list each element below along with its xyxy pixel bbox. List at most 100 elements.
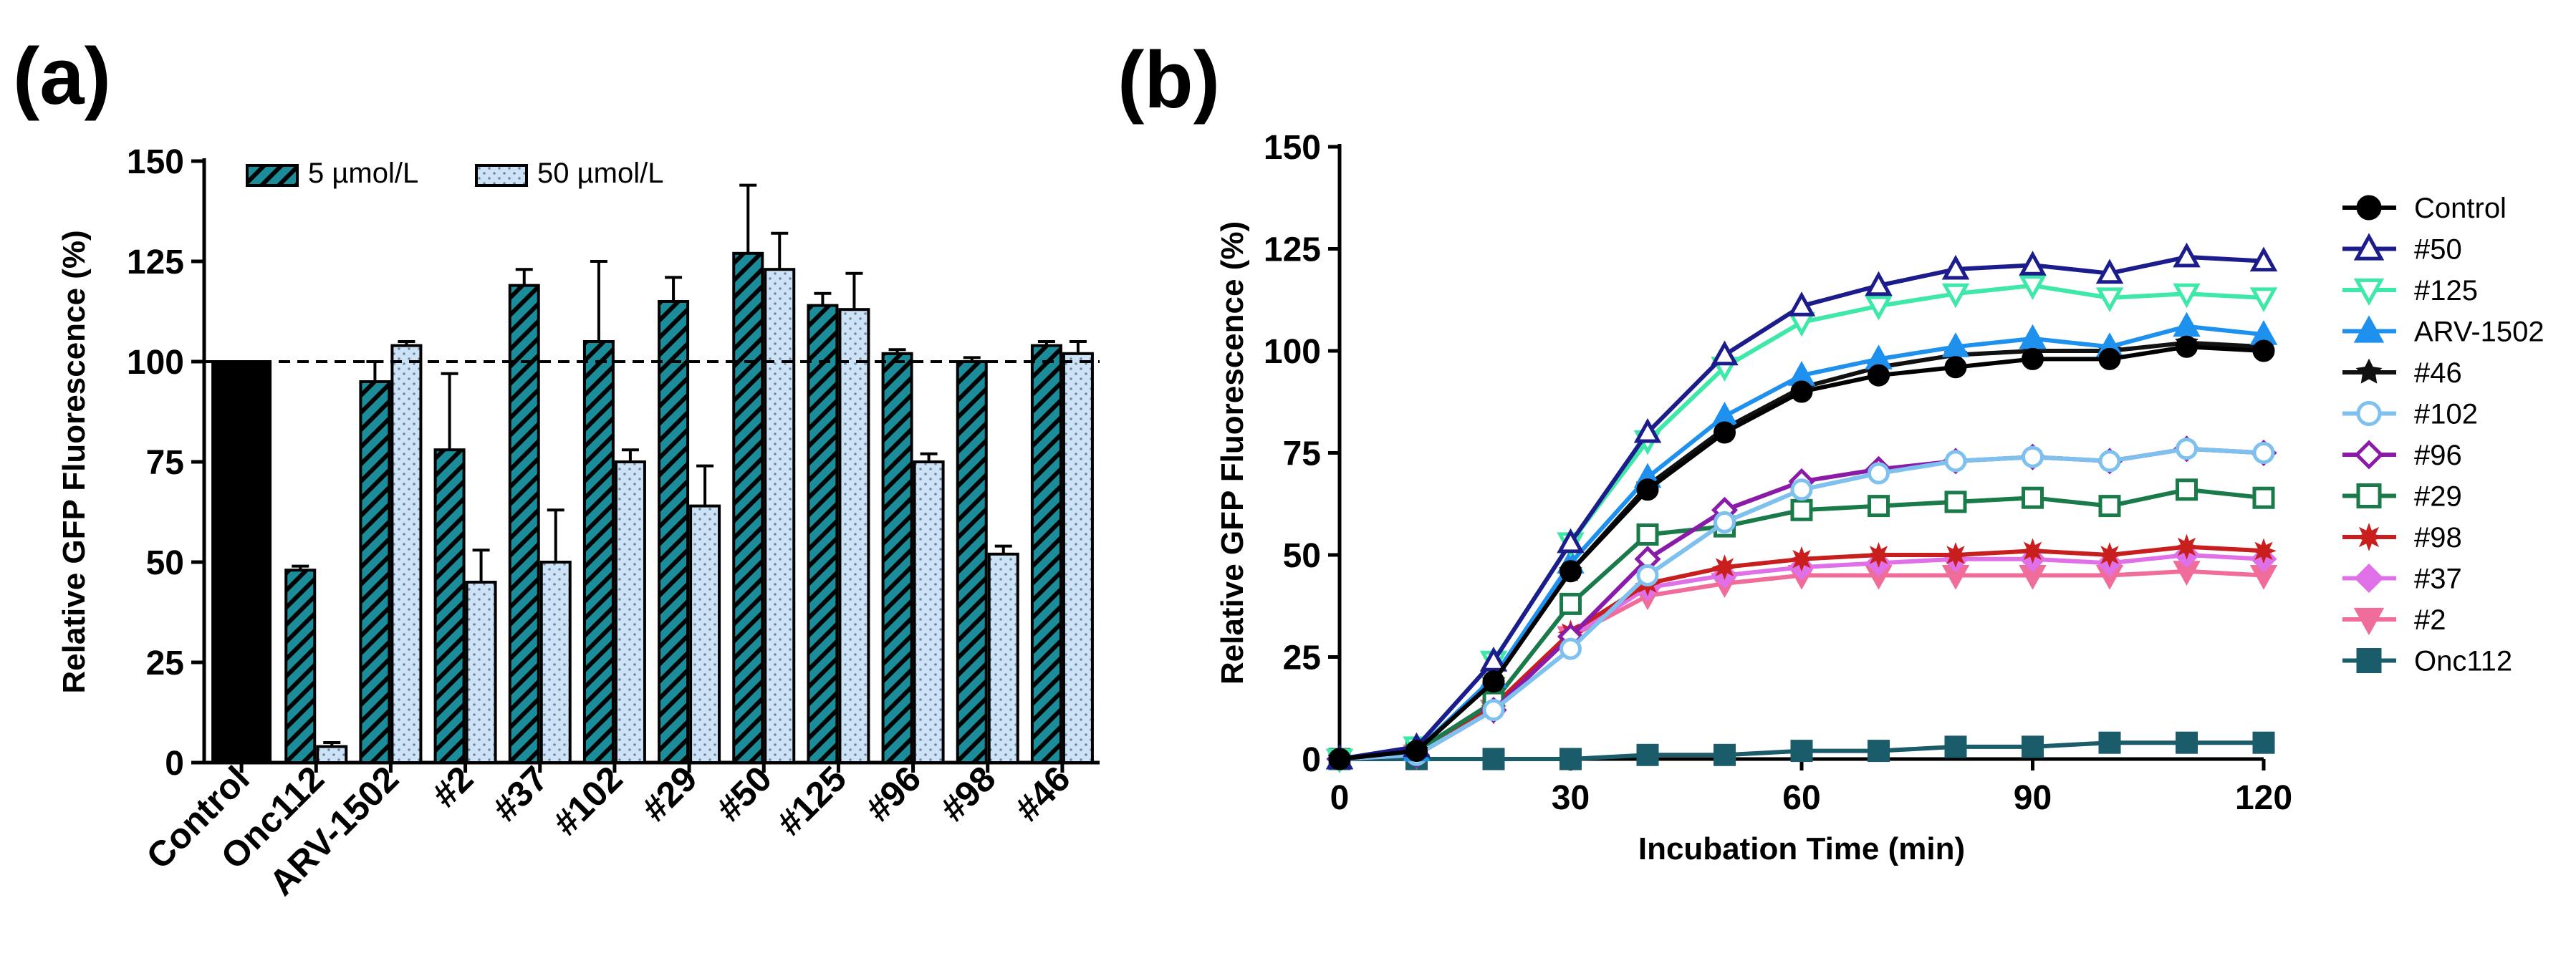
point-arv-1502 <box>1941 332 1970 357</box>
point-control <box>2176 335 2198 358</box>
legend-label-n46: #46 <box>2414 357 2462 389</box>
x-tick-label-b: 30 <box>1552 779 1590 817</box>
legend-marker-n96 <box>2354 440 2384 470</box>
point-control <box>1714 421 1736 444</box>
point-n29 <box>2176 478 2198 501</box>
bar-5umol-n37 <box>508 284 540 765</box>
category-label: #46 <box>1007 758 1078 829</box>
bar-5umol-n96 <box>881 352 913 764</box>
point-n29 <box>1868 495 1890 518</box>
legend-marker-n50 <box>2353 233 2385 261</box>
y-tick-label-a: 150 <box>127 143 184 181</box>
point-n98 <box>1943 542 1969 568</box>
point-n98 <box>2251 538 2277 564</box>
bar-5umol-n98 <box>956 360 988 764</box>
legend-label-control: Control <box>2414 193 2507 224</box>
point-n29 <box>1636 523 1659 546</box>
point-n102 <box>2022 445 2044 468</box>
legend-swatch-5umol <box>246 164 299 187</box>
series-line-n2 <box>1339 569 2264 761</box>
legend-label-50umol: 50 µmol/L <box>537 158 663 189</box>
point-n50 <box>1865 271 1893 296</box>
point-n29 <box>1790 498 1813 521</box>
legend-label-n102: #102 <box>2414 399 2478 430</box>
y-tick-label-a: 50 <box>146 544 184 582</box>
point-control <box>1328 748 1351 770</box>
point-n102 <box>1790 478 1813 501</box>
panel-a-label: (a) <box>13 32 111 121</box>
point-n98 <box>1789 546 1815 572</box>
point-n102 <box>1868 462 1890 485</box>
category-label: #29 <box>634 758 705 829</box>
point-n102 <box>2098 450 2121 473</box>
point-n98 <box>1711 554 1738 581</box>
point-n50 <box>1557 528 1585 554</box>
point-n102 <box>2176 438 2198 460</box>
bar-50umol-n102 <box>614 460 646 764</box>
point-n125 <box>1787 311 1816 337</box>
bar-50umol-n29 <box>689 504 721 764</box>
legend-label-5umol: 5 µmol/L <box>308 158 418 189</box>
point-n50 <box>1941 254 1970 280</box>
bar-5umol-n102 <box>582 340 615 764</box>
legend-marker-n98 <box>2355 523 2383 551</box>
legend-label-arv-1502: ARV-1502 <box>2414 317 2544 348</box>
bar-5umol-ARV-1502 <box>359 380 391 764</box>
y-tick-label-b: 150 <box>1264 129 1321 167</box>
point-n50 <box>2249 246 2278 272</box>
x-tick-label-b: 60 <box>1782 779 1820 817</box>
bar-50umol-n37 <box>539 561 572 764</box>
legend-label-n96: #96 <box>2414 440 2462 471</box>
category-label: #37 <box>485 758 556 829</box>
x-tick-label-b: 0 <box>1330 779 1350 817</box>
bar-50umol-n98 <box>987 552 1019 764</box>
point-onc112 <box>2098 731 2121 754</box>
point-n125 <box>2095 287 2124 313</box>
point-onc112 <box>1944 735 1967 758</box>
point-n125 <box>2173 283 2201 309</box>
legend-label-n29: #29 <box>2414 481 2462 513</box>
y-tick-label-a: 100 <box>127 344 184 382</box>
legend-marker-n37 <box>2354 563 2384 594</box>
y-tick-label-b: 100 <box>1264 333 1321 371</box>
legend-label-n37: #37 <box>2414 564 2462 595</box>
point-n102 <box>1636 564 1659 586</box>
point-n29 <box>2252 486 2275 509</box>
legend-marker-onc112 <box>2356 648 2382 673</box>
point-n102 <box>1559 637 1582 660</box>
x-tick-label-b: 90 <box>2014 779 2052 817</box>
point-n125 <box>2019 275 2047 300</box>
bar-50umol-n50 <box>764 268 796 764</box>
point-n50 <box>2173 242 2201 268</box>
category-label: #50 <box>708 758 779 829</box>
legend-marker-n125 <box>2353 278 2385 306</box>
point-onc112 <box>1636 743 1659 766</box>
legend-marker-n46 <box>2355 358 2383 384</box>
y-tick-label-a: 0 <box>165 745 184 783</box>
bar-50umol-n96 <box>913 460 945 764</box>
point-control <box>1944 356 1967 379</box>
y-tick-label-b: 50 <box>1283 537 1321 575</box>
bar-5umol-n2 <box>433 448 466 764</box>
legend-label-n50: #50 <box>2414 234 2462 266</box>
legend-marker-arv-1502 <box>2353 315 2385 343</box>
point-n98 <box>2097 542 2123 568</box>
category-label: #96 <box>858 758 929 829</box>
point-n50 <box>1479 647 1508 672</box>
legend-label-n2: #2 <box>2414 604 2446 636</box>
point-n50 <box>1711 340 1739 366</box>
category-label: #98 <box>933 758 1004 829</box>
y-tick-label-a: 75 <box>146 444 184 482</box>
point-control <box>2022 347 2044 370</box>
point-n125 <box>1865 295 1893 321</box>
legend-marker-n102 <box>2356 401 2382 426</box>
point-control <box>1636 478 1659 501</box>
bar-5umol-n125 <box>807 304 839 765</box>
point-n125 <box>2249 287 2278 313</box>
y-tick-label-b: 75 <box>1283 435 1321 473</box>
bar-5umol-n46 <box>1030 344 1062 765</box>
y-tick-label-b: 125 <box>1264 231 1321 269</box>
point-n50 <box>2019 251 2047 276</box>
point-n29 <box>1944 491 1967 513</box>
